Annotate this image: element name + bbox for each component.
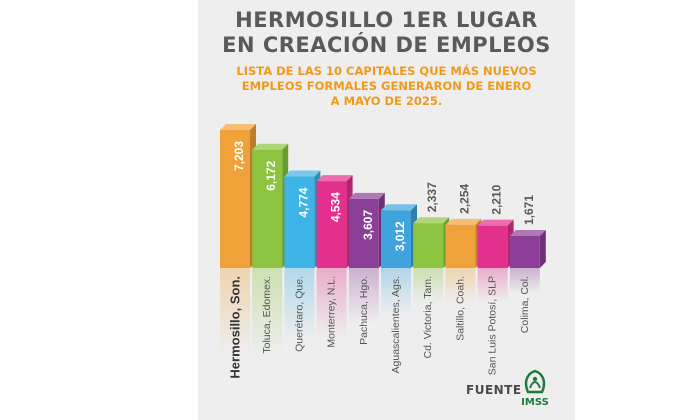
bar-5 — [348, 192, 385, 324]
bar-reflection — [381, 268, 411, 315]
bar-reflection — [509, 268, 540, 294]
bar-top — [381, 204, 417, 211]
bar-chart: 7,203 Hermosillo, Son. 6,172 Toluca, Edomex… — [220, 124, 546, 379]
title-line-2: EN CREACIÓN DE EMPLEOS — [222, 33, 551, 57]
bar-value-label: 4,534 — [329, 192, 343, 222]
bar-value-label: 2,210 — [490, 184, 504, 214]
imss-logo: IMSS — [521, 369, 549, 408]
infographic-card: HERMOSILLO 1ER LUGAR EN CREACIÓN DE EMPL… — [198, 0, 575, 420]
subtitle-line-3: A MAYO DE 2025. — [330, 94, 443, 108]
bar-top — [445, 218, 482, 225]
bar-value-label: 7,203 — [232, 141, 246, 171]
bar-front — [445, 224, 476, 268]
bar-top — [509, 229, 546, 236]
bar-reflection — [284, 268, 315, 342]
bar-value-label: 2,254 — [457, 183, 471, 213]
bar-front — [348, 198, 379, 268]
bar-front — [509, 235, 540, 268]
bar-reflection — [252, 268, 283, 356]
category-label: Saltillo, Coah. — [454, 276, 466, 341]
bar-front — [477, 225, 508, 268]
bar-8 — [445, 218, 482, 303]
bar-top — [477, 219, 514, 226]
bar-front — [284, 176, 315, 268]
bar-top — [413, 217, 450, 224]
category-label: Pachuca, Hgo. — [358, 276, 370, 345]
category-label: San Luis Potosí, SLP — [487, 276, 499, 375]
bar-front — [252, 149, 283, 268]
bar-4 — [316, 175, 353, 338]
bar-top — [252, 143, 289, 150]
bar-6 — [381, 204, 417, 315]
bar-reflection — [316, 268, 347, 338]
bar-10 — [509, 229, 546, 294]
bar-value-label: 3,607 — [361, 210, 375, 240]
category-label: Hermosillo, Son. — [228, 276, 243, 379]
bar-top — [316, 175, 353, 182]
bar-top — [220, 124, 256, 130]
bar-value-label: 2,337 — [425, 182, 439, 212]
category-label: Toluca, Edomex. — [261, 276, 273, 354]
category-label: Monterrey, N.L. — [326, 276, 338, 348]
bar-top — [284, 170, 321, 177]
source-label: FUENTE — [466, 383, 522, 397]
bar-front — [381, 210, 411, 268]
bar-2 — [252, 143, 289, 356]
bar-reflection — [348, 268, 379, 324]
bar-value-label: 3,012 — [393, 221, 407, 251]
title-line-1: HERMOSILLO 1ER LUGAR — [235, 8, 538, 32]
bar-front — [316, 181, 347, 268]
bar-reflection — [413, 268, 444, 304]
bar-value-label: 4,774 — [296, 187, 310, 217]
subtitle-line-2: EMPLEOS FORMALES GENERARON DE ENERO — [241, 79, 532, 93]
bar-top — [348, 192, 385, 199]
bar-front — [220, 130, 250, 268]
bar-reflection — [477, 268, 508, 302]
subtitle-line-1: LISTA DE LAS 10 CAPITALES QUE MÁS NUEVOS — [236, 64, 537, 78]
bar-reflection — [445, 268, 476, 303]
category-label: Cd. Victoria, Tam. — [422, 276, 434, 358]
category-label: Aguascalientes, Ags. — [390, 276, 402, 373]
bar-1 — [220, 124, 256, 356]
bar-side — [539, 229, 546, 268]
bar-front — [413, 223, 444, 268]
category-label: Querétaro, Que. — [293, 276, 305, 352]
category-label: Colima, Col. — [519, 276, 531, 333]
bar-reflection — [220, 268, 250, 356]
bar-value-label: 1,671 — [522, 195, 536, 225]
bar-value-label: 6,172 — [264, 160, 278, 190]
imss-logo-text: IMSS — [521, 397, 549, 408]
